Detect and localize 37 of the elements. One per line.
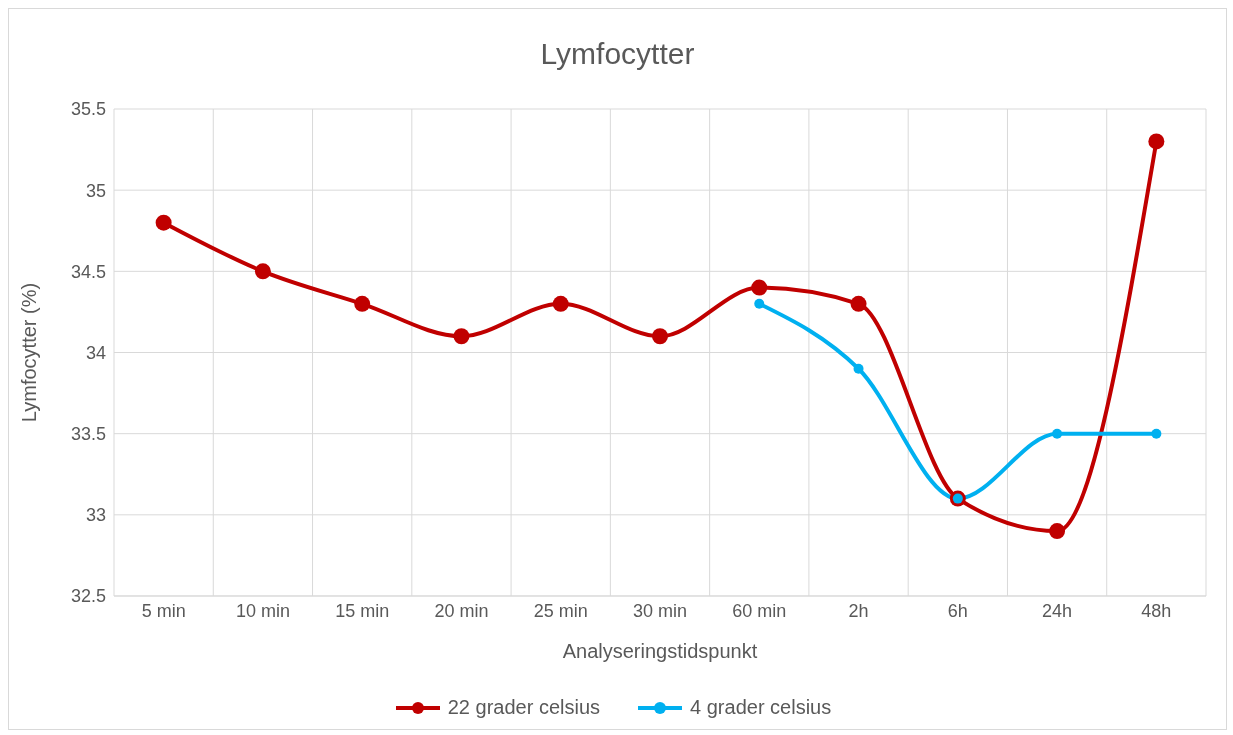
x-tick-label: 20 min [434, 600, 489, 621]
y-tick-label: 35 [85, 180, 106, 201]
y-axis-title: Lymfocytter (%) [18, 282, 41, 423]
point [552, 295, 569, 312]
point [1049, 523, 1066, 540]
point [1148, 133, 1165, 150]
point [751, 279, 768, 296]
x-tick-label: 5 min [141, 600, 186, 621]
legend-label: 4 grader celsius [690, 696, 832, 719]
point [453, 328, 470, 345]
point [652, 328, 668, 345]
y-tick-label: 35.5 [70, 99, 106, 120]
point [354, 295, 371, 312]
point [754, 298, 765, 309]
y-tick-label: 34 [85, 342, 106, 363]
legend-label: 22 grader celsius [447, 696, 601, 719]
x-tick-label: 2h [848, 600, 869, 621]
x-tick-label: 10 min [235, 600, 290, 621]
x-tick-label: 24h [1042, 600, 1073, 621]
x-tick-label: 30 min [632, 600, 688, 621]
y-tick-label: 33 [85, 505, 106, 526]
point [1052, 428, 1063, 439]
x-tick-label: 15 min [335, 600, 390, 621]
y-tick-label: 34.5 [70, 261, 106, 282]
point [1151, 428, 1162, 439]
chart-title: Lymfocytter [539, 36, 696, 72]
point [850, 295, 867, 312]
x-tick-label: 25 min [533, 600, 588, 621]
point [254, 263, 271, 280]
point [853, 363, 864, 374]
x-axis-title: Analyseringstidspunkt [562, 640, 758, 662]
y-tick-label: 32.5 [70, 586, 106, 607]
point [155, 214, 172, 231]
x-tick-label: 6h [947, 600, 968, 621]
x-tick-label: 60 min [732, 600, 787, 621]
x-tick-label: 48h [1141, 600, 1172, 621]
y-tick-label: 33.5 [70, 424, 106, 445]
